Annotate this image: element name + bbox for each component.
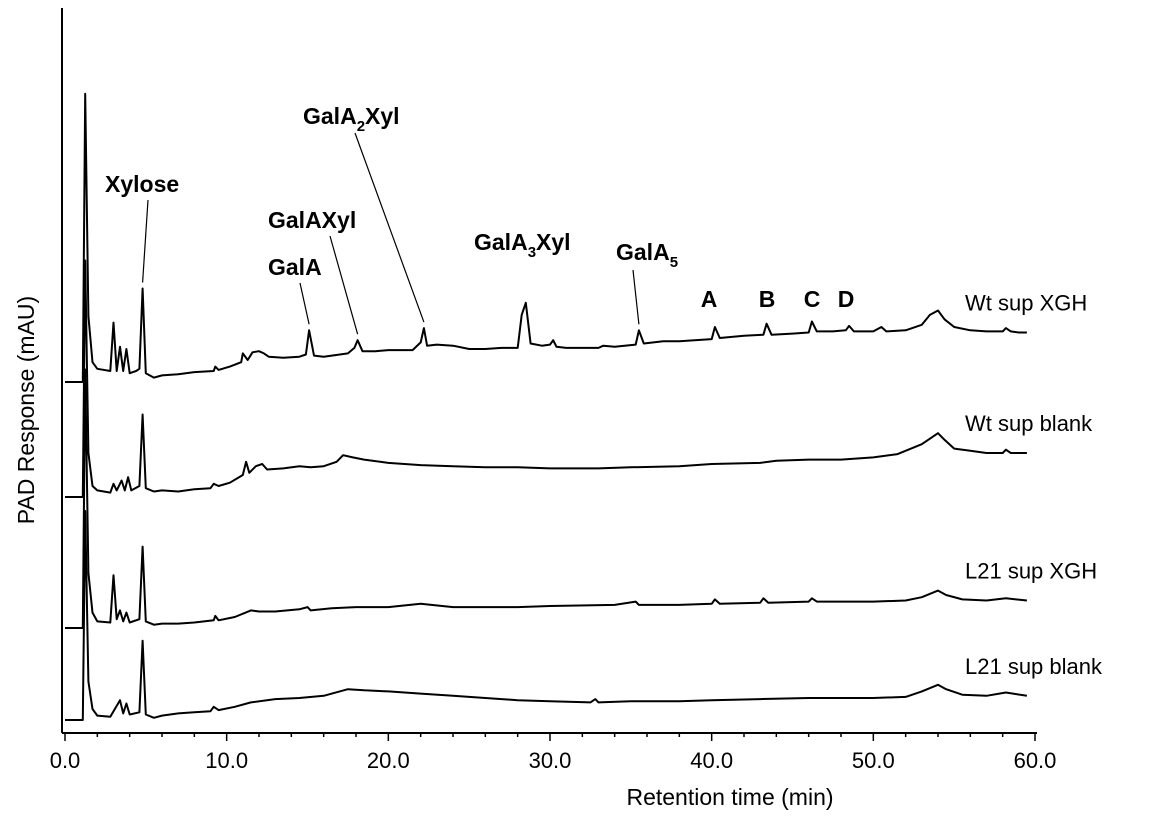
series-label-2: L21 sup XGH: [965, 559, 1097, 584]
peak-label-2: GalAXyl: [268, 207, 356, 233]
series-label-1: Wt sup blank: [965, 411, 1093, 436]
peak-leader-1: [299, 282, 310, 325]
traces-group: [65, 92, 1028, 721]
peak-label-5: GalA5: [616, 239, 678, 271]
x-tick-label-1: 10.0: [205, 748, 248, 773]
trace-wt-sup-xgh: [65, 92, 1027, 383]
x-axis-title: Retention time (min): [626, 784, 833, 810]
peak-label-9: D: [838, 286, 855, 312]
x-tick-label-3: 30.0: [529, 748, 572, 773]
peak-label-1: GalA: [268, 254, 322, 280]
x-tick-label-0: 0.0: [50, 748, 81, 773]
peak-label-4: GalA3Xyl: [474, 229, 571, 261]
peak-label-6: A: [701, 286, 718, 312]
y-axis-title: PAD Response (mAU): [13, 296, 39, 524]
x-axis-ticks: 0.0 10.0 20.0 30.0 40.0 50.0 60.0: [50, 733, 1057, 773]
series-labels-group: Wt sup XGH Wt sup blank L21 sup XGH L21 sup…: [965, 291, 1103, 679]
peak-leader-2: [329, 235, 359, 335]
peak-label-3: GalA2Xyl: [303, 103, 400, 135]
trace-wt-sup-blank: [65, 259, 1027, 498]
peak-leader-0: [142, 199, 149, 283]
peak-label-0: Xylose: [105, 171, 179, 197]
trace-l21-sup-xgh: [65, 368, 1028, 629]
peak-labels-group: Xylose GalA GalAXyl GalA2Xyl GalA3Xyl GalA5 A B…: [105, 103, 855, 335]
series-label-3: L21 sup blank: [965, 654, 1103, 679]
x-tick-label-6: 60.0: [1014, 748, 1057, 773]
peak-leader-3: [354, 132, 425, 323]
peak-leader-5: [632, 269, 640, 325]
x-tick-label-2: 20.0: [367, 748, 410, 773]
x-tick-label-5: 50.0: [852, 748, 895, 773]
peak-label-7: B: [759, 286, 776, 312]
series-label-0: Wt sup XGH: [965, 291, 1087, 316]
peak-label-8: C: [804, 286, 821, 312]
trace-l21-sup-blank: [65, 510, 1028, 721]
x-tick-label-4: 40.0: [690, 748, 733, 773]
